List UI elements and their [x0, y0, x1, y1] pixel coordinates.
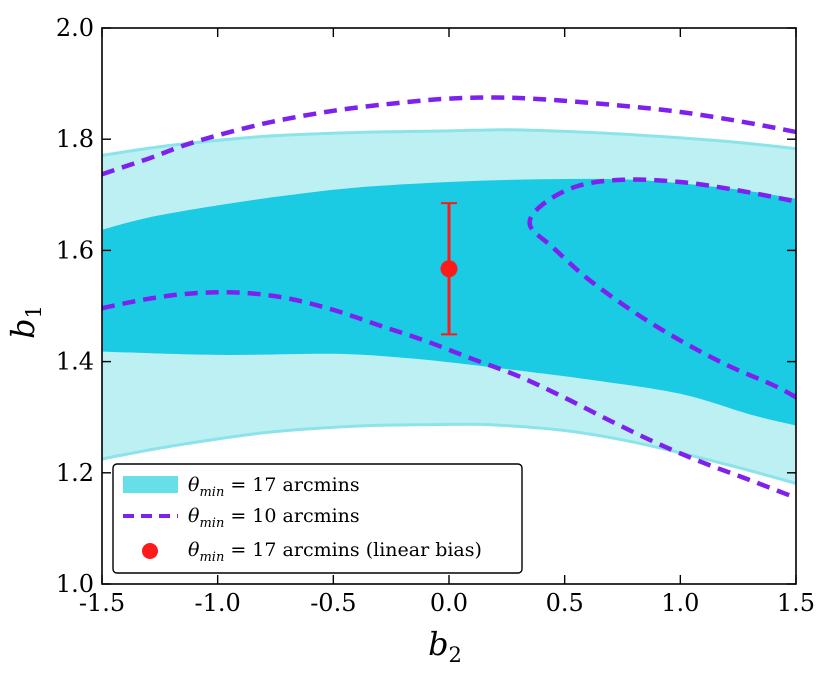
legend-label-linear-bias: θmin = 17 arcmins (linear bias) — [188, 539, 482, 565]
y-tick-label: 1.6 — [56, 236, 94, 264]
x-tick-label: -0.5 — [310, 589, 356, 617]
y-tick-label: 2.0 — [56, 14, 94, 42]
linear-bias-point-group — [440, 202, 458, 336]
legend-patch-theta17 — [123, 476, 178, 493]
legend: θmin = 17 arcmins θmin = 10 arcmins θmin… — [112, 463, 523, 574]
x-tick-label: 1.0 — [661, 589, 699, 617]
y-axis-label: b1 — [4, 305, 46, 339]
x-tick-label: -1.0 — [195, 589, 241, 617]
y-tick-label: 1.0 — [56, 570, 94, 598]
x-tick-label: 0.5 — [546, 589, 584, 617]
x-tick-label: -1.5 — [79, 589, 125, 617]
y-tick-label: 1.2 — [56, 459, 94, 487]
x-tick-label: 0.0 — [430, 589, 468, 617]
y-tick-label: 1.4 — [56, 348, 94, 376]
legend-box — [112, 463, 523, 574]
axis-ticks: -1.5 -1.0 -0.5 0.0 0.5 1.0 1.5 1.0 1.2 1.4 1.6 1.8 2… — [56, 14, 815, 617]
outer-band-upper-edge — [102, 128, 796, 157]
linear-bias-point — [440, 260, 458, 278]
y-tick-label: 1.8 — [56, 125, 94, 153]
legend-dot-linear-bias — [142, 543, 158, 559]
legend-label-theta17: θmin = 17 arcmins — [188, 474, 360, 500]
legend-label-theta10: θmin = 10 arcmins — [188, 505, 360, 531]
dashed-contour-lower — [102, 289, 796, 500]
x-tick-label: 1.5 — [777, 589, 815, 617]
x-axis-label: b2 — [428, 625, 462, 667]
dashed-contours — [102, 95, 796, 500]
dashed-contour-top — [102, 95, 796, 177]
dashed-contour-right-loop — [527, 177, 796, 400]
